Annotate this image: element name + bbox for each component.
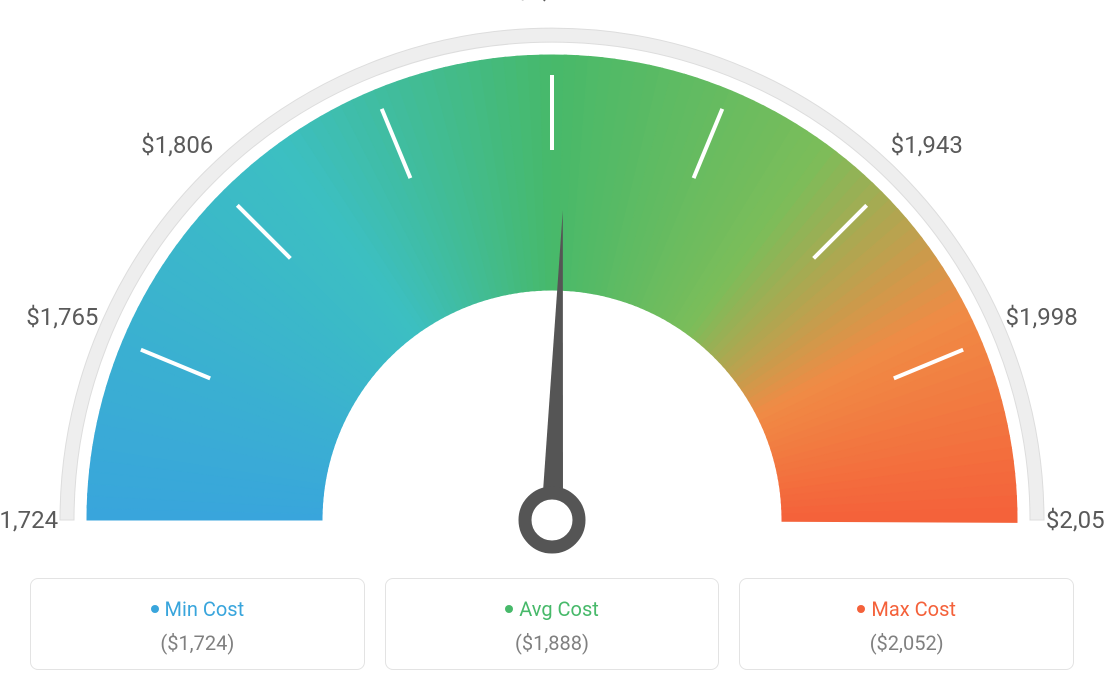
legend-card-avg: Avg Cost ($1,888)	[385, 578, 720, 670]
gauge-tick-label: $1,943	[891, 131, 963, 159]
gauge-tick-label: $2,052	[1046, 506, 1104, 534]
legend-value: ($1,888)	[398, 631, 707, 655]
gauge-svg	[0, 0, 1104, 560]
legend-label: Avg Cost	[519, 597, 599, 621]
gauge-tick-label: $1,888	[516, 0, 588, 4]
legend-value: ($1,724)	[43, 631, 352, 655]
legend-label: Min Cost	[165, 597, 245, 621]
gauge-tick-label: $1,806	[141, 131, 213, 159]
gauge-tick-label: $1,765	[26, 303, 98, 331]
legend-label: Max Cost	[871, 597, 956, 621]
dot-icon	[857, 605, 865, 613]
gauge-tick-label: $1,724	[0, 506, 58, 534]
legend-title-max: Max Cost	[857, 597, 956, 621]
legend-row: Min Cost ($1,724) Avg Cost ($1,888) Max …	[30, 578, 1074, 670]
dot-icon	[151, 605, 159, 613]
legend-card-max: Max Cost ($2,052)	[739, 578, 1074, 670]
legend-card-min: Min Cost ($1,724)	[30, 578, 365, 670]
legend-title-min: Min Cost	[151, 597, 245, 621]
gauge-tick-label: $1,998	[1006, 303, 1078, 331]
legend-title-avg: Avg Cost	[505, 597, 599, 621]
dot-icon	[505, 605, 513, 613]
cost-gauge-chart: $1,724 $1,765 $1,806 $1,888 $1,943 $1,998 $2,0…	[0, 0, 1104, 560]
legend-value: ($2,052)	[752, 631, 1061, 655]
